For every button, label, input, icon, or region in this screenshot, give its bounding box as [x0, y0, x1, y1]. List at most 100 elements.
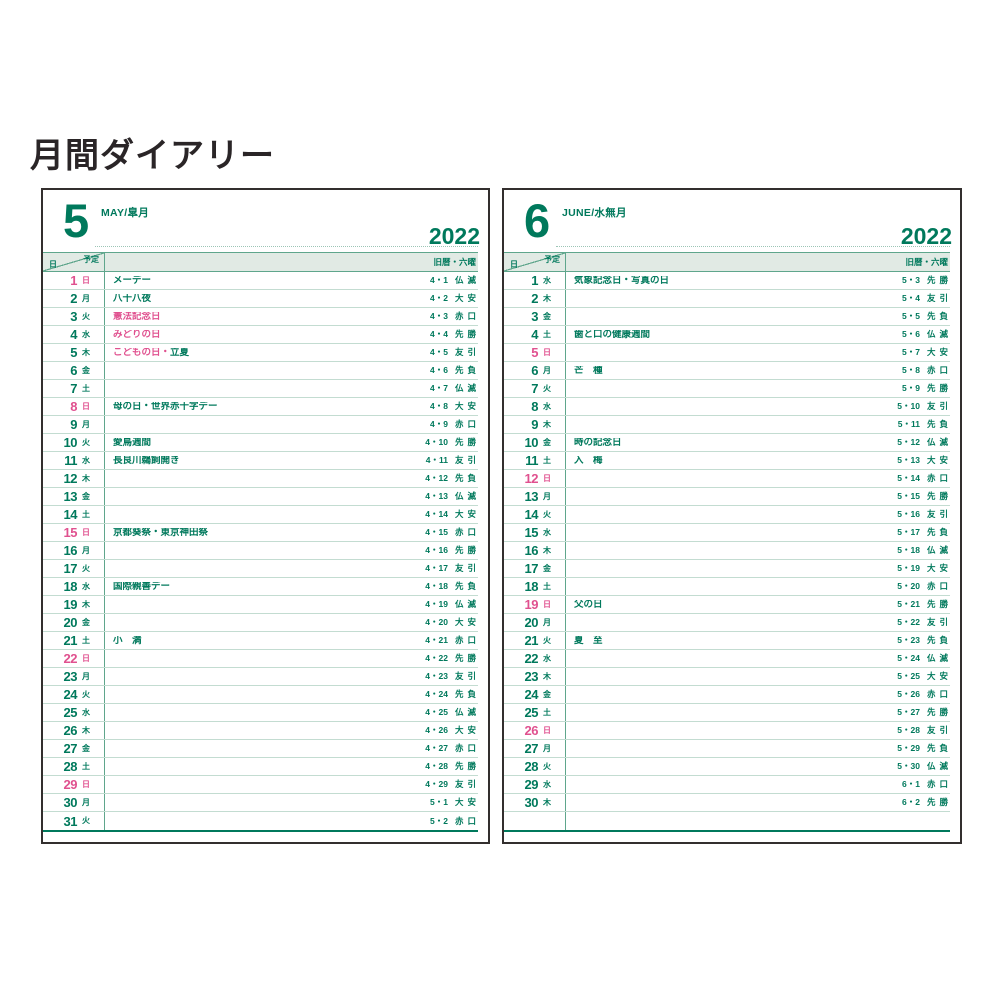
day-number: 18 [524, 579, 539, 594]
weekday-label: 火 [543, 383, 551, 393]
old-calendar-cell: 5・7 大安 [890, 348, 950, 357]
old-calendar-date: 4・2 [430, 293, 448, 304]
old-calendar-date: 4・23 [425, 671, 448, 682]
old-calendar-cell: 5・8 赤口 [890, 366, 950, 375]
weekday-label: 金 [543, 311, 551, 321]
table-header-band: 予定 日 旧暦・六曜 [504, 252, 950, 272]
rokuyo-label: 先負 [926, 743, 952, 754]
calendar-table: 予定 日 旧暦・六曜 1 日メーデー 4・1 仏滅 2 月八十八夜 4・2 大安 3 火憲法記念日… [43, 252, 478, 832]
old-calendar-cell: 4・5 友引 [418, 348, 478, 357]
weekday-label: 金 [82, 617, 90, 627]
weekday-label: 水 [543, 527, 551, 537]
day-number: 7 [531, 381, 538, 396]
day-cell: 20 月 [504, 614, 566, 631]
day-cell: 17 火 [43, 560, 105, 577]
old-calendar-cell: 4・1 仏滅 [418, 276, 478, 285]
day-number: 11 [64, 453, 77, 468]
old-calendar-cell: 4・13 仏滅 [418, 492, 478, 501]
event-segment: 憲法記念日 [113, 311, 161, 322]
day-number: 27 [524, 741, 539, 756]
rokuyo-label: 友引 [454, 671, 480, 682]
rokuyo-label: 先勝 [454, 761, 480, 772]
old-calendar-date: 4・18 [425, 581, 448, 592]
weekday-label: 日 [82, 401, 90, 411]
weekday-label: 土 [82, 635, 90, 645]
day-number: 18 [63, 579, 78, 594]
old-calendar-cell: 5・19 大安 [890, 564, 950, 573]
event-segment: 芒 種 [574, 365, 603, 376]
weekday-label: 火 [543, 761, 551, 771]
day-number: 30 [63, 795, 78, 810]
event-text: 八十八夜 [105, 294, 418, 304]
day-number: 12 [524, 471, 539, 486]
old-calendar-date: 4・9 [430, 419, 448, 430]
old-calendar-date: 4・17 [425, 563, 448, 574]
event-segment: メーデー [113, 275, 152, 286]
old-calendar-cell: 4・6 先負 [418, 366, 478, 375]
rokuyo-label: 先勝 [926, 599, 952, 610]
calendar-day-row: 13 月 5・15 先勝 [504, 488, 950, 506]
event-segment: 八十八夜 [113, 293, 152, 304]
calendar-day-row: 19 日 父の日 5・21 先勝 [504, 596, 950, 614]
rokuyo-label: 大安 [926, 671, 952, 682]
weekday-label: 金 [82, 491, 90, 501]
event-text: 憲法記念日 [105, 312, 418, 322]
old-calendar-cell: 4・14 大安 [418, 510, 478, 519]
weekday-label: 火 [82, 816, 90, 825]
day-number: 2 [531, 291, 538, 306]
day-cell: 26 木 [43, 722, 105, 739]
day-cell: 25 水 [43, 704, 105, 721]
old-calendar-cell: 4・27 赤口 [418, 744, 478, 753]
calendar-day-row: 1 水気象記念日・写真の日 5・3 先勝 [504, 272, 950, 290]
old-calendar-cell: 4・8 大安 [418, 402, 478, 411]
day-cell: 19 日 [504, 596, 566, 613]
old-calendar-date: 5・25 [897, 671, 920, 682]
day-cell: 13 金 [43, 488, 105, 505]
old-calendar-date: 4・10 [425, 437, 448, 448]
weekday-label: 水 [543, 275, 551, 285]
event-text: 芒 種 [566, 366, 890, 376]
rokuyo-label: 仏滅 [926, 653, 952, 664]
day-number: 3 [531, 309, 538, 324]
old-calendar-date: 5・24 [897, 653, 920, 664]
day-number: 4 [70, 327, 77, 342]
day-number: 12 [63, 471, 78, 486]
calendar-day-row: 29 日 4・29 友引 [43, 776, 478, 794]
rokuyo-label: 友引 [454, 779, 480, 790]
old-calendar-cell: 4・9 赤口 [418, 420, 478, 429]
day-number: 20 [63, 615, 78, 630]
event-text: メーデー [105, 276, 418, 286]
calendar-day-row: 26 日 5・28 友引 [504, 722, 950, 740]
weekday-label: 月 [82, 545, 90, 555]
old-calendar-cell: 4・29 友引 [418, 780, 478, 789]
day-number: 21 [524, 633, 539, 648]
calendar-day-row: 3 火憲法記念日 4・3 赤口 [43, 308, 478, 326]
day-cell: 16 月 [43, 542, 105, 559]
event-segment: 歯と口の健康週間 [574, 329, 651, 340]
month-header: 5 MAY/皐月 2022 [43, 190, 488, 252]
day-number: 24 [524, 687, 539, 702]
calendar-day-row: 22 日 4・22 先勝 [43, 650, 478, 668]
day-number: 21 [63, 633, 78, 648]
old-calendar-date: 4・21 [425, 635, 448, 646]
old-calendar-cell: 4・2 大安 [418, 294, 478, 303]
old-calendar-date: 5・20 [897, 581, 920, 592]
calendar-day-row: 10 金 時の記念日 5・12 仏滅 [504, 434, 950, 452]
weekday-label: 日 [543, 473, 551, 483]
day-cell: 29 水 [504, 776, 566, 793]
calendar-day-row: 31 火 5・2 赤口 [43, 812, 478, 830]
weekday-label: 木 [82, 725, 90, 735]
old-calendar-date: 4・6 [430, 365, 448, 376]
day-cell: 27 金 [43, 740, 105, 757]
old-calendar-header: 旧暦・六曜 [433, 257, 476, 267]
weekday-label: 木 [543, 545, 551, 555]
weekday-label: 月 [543, 743, 551, 753]
old-calendar-cell: 5・16 友引 [890, 510, 950, 519]
old-calendar-cell: 5・18 仏滅 [890, 546, 950, 555]
weekday-label: 土 [82, 383, 90, 393]
day-number: 20 [524, 615, 539, 630]
